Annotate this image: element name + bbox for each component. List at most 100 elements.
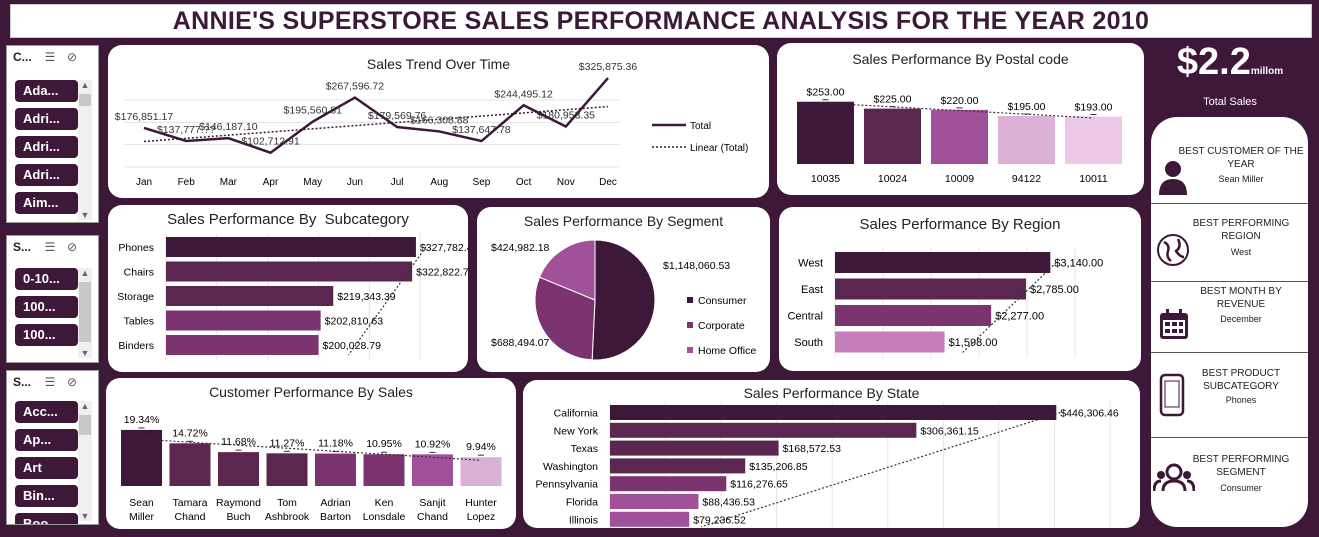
divider xyxy=(1151,203,1308,204)
slicer-item[interactable]: Boo... xyxy=(15,513,78,524)
legend-label: Total xyxy=(690,121,711,132)
legend-swatch xyxy=(687,322,693,328)
scroll-thumb[interactable] xyxy=(79,94,91,106)
bar xyxy=(835,252,1051,273)
data-label: 14.72% xyxy=(172,427,208,439)
legend-label: Corporate xyxy=(698,320,745,332)
y-tick-label: Texas xyxy=(571,443,598,455)
customer-slicer[interactable]: C... ☰ ⊘ Ada... Adri... Adri... Adri... … xyxy=(6,45,99,223)
y-tick-label: Storage xyxy=(117,291,154,303)
total-sales-kpi: $2.2millom Total Sales xyxy=(1150,40,1310,108)
trendline xyxy=(141,438,482,461)
data-label: $225.00 xyxy=(874,94,912,106)
slicer-item[interactable]: Ap... xyxy=(15,429,78,451)
trendline xyxy=(701,411,1061,528)
scroll-down-icon[interactable]: ▼ xyxy=(80,348,90,358)
kpi-unit: millom xyxy=(1250,66,1284,77)
multi-select-icon[interactable]: ☰ xyxy=(44,375,56,389)
data-label: $137,647.78 xyxy=(452,124,511,136)
x-tick-label: Raymond xyxy=(216,497,261,509)
person-icon xyxy=(1159,161,1187,195)
slicer-scrollbar[interactable]: ▲ ▼ xyxy=(78,80,92,220)
group-icon xyxy=(1153,463,1195,492)
bar xyxy=(166,261,413,282)
data-label: $2,277.00 xyxy=(995,311,1044,323)
pie-slice xyxy=(534,276,596,361)
data-label: $135,206.85 xyxy=(749,461,808,473)
slicer-item[interactable]: Adri... xyxy=(15,164,78,186)
multi-select-icon[interactable]: ☰ xyxy=(44,50,56,64)
pie-slice xyxy=(591,239,656,361)
bar xyxy=(1065,116,1122,164)
y-tick-label: California xyxy=(554,408,599,420)
scroll-up-icon[interactable]: ▲ xyxy=(80,80,90,90)
clear-filter-icon[interactable]: ⊘ xyxy=(66,375,78,389)
y-tick-label: South xyxy=(794,337,823,349)
x-tick-label: Ken xyxy=(375,497,394,509)
bar xyxy=(610,458,746,474)
y-tick-label: Washington xyxy=(543,461,598,473)
data-label: $200,028.79 xyxy=(323,340,382,352)
x-tick-label: Feb xyxy=(178,177,196,188)
slicer-item[interactable]: Bin... xyxy=(15,485,78,507)
scroll-thumb[interactable] xyxy=(79,415,91,435)
data-label: $424,982.18 xyxy=(491,242,550,254)
x-tick-label: Jan xyxy=(136,177,152,188)
subcategory-slicer[interactable]: S... ☰ ⊘ Acc... Ap... Art Bin... Boo... … xyxy=(6,370,99,525)
slicer-item[interactable]: 0-10... xyxy=(15,268,78,290)
chart-title: Sales Performance By Subcategory xyxy=(167,211,409,228)
slicer-item[interactable]: Adri... xyxy=(15,108,78,130)
data-label: $116,276.65 xyxy=(730,479,788,491)
x-tick-label: 10035 xyxy=(811,173,840,185)
kpi-value: $2.2 xyxy=(1176,41,1251,83)
slicer-item[interactable]: 100... xyxy=(15,296,78,318)
y-tick-label: Phones xyxy=(118,242,154,254)
scroll-up-icon[interactable]: ▲ xyxy=(80,401,90,411)
slicer-item[interactable]: Ada... xyxy=(15,80,78,102)
legend-swatch xyxy=(687,297,693,303)
scroll-down-icon[interactable]: ▼ xyxy=(80,210,90,220)
dashboard-title: ANNIE'S SUPERSTORE SALES PERFORMANCE ANA… xyxy=(10,4,1312,38)
data-label: $1,148,060.53 xyxy=(663,260,730,272)
bar xyxy=(835,331,945,353)
scroll-up-icon[interactable]: ▲ xyxy=(80,268,90,278)
scroll-down-icon[interactable]: ▼ xyxy=(80,511,90,521)
bar xyxy=(864,108,921,164)
data-label: $306,361.15 xyxy=(920,425,979,437)
data-label: $322,822.73 xyxy=(416,267,468,279)
legend-label: Consumer xyxy=(698,295,747,307)
sales-range-slicer[interactable]: S... ☰ ⊘ 0-10... 100... 100... ▲ ▼ xyxy=(6,235,99,363)
bar xyxy=(797,101,854,164)
calendar-icon xyxy=(1160,309,1188,339)
data-label: $2,785.00 xyxy=(1030,284,1079,296)
bar xyxy=(363,454,405,486)
bar xyxy=(610,476,727,492)
divider xyxy=(1151,281,1308,282)
slicer-scrollbar[interactable]: ▲ ▼ xyxy=(78,268,92,358)
x-tick-label: Apr xyxy=(263,177,279,188)
x-tick-label: Dec xyxy=(599,177,617,188)
sales-trend-card: Sales Trend Over Time Jan Feb Mar Apr May Jun… xyxy=(108,45,769,198)
highlight-value: Consumer xyxy=(1220,483,1262,493)
data-label: 9.94% xyxy=(466,441,496,453)
scroll-thumb[interactable] xyxy=(79,282,91,342)
bar xyxy=(166,237,416,257)
x-tick-label: 10024 xyxy=(878,173,907,185)
pie-slice xyxy=(538,239,596,301)
x-tick-label: Sep xyxy=(473,177,491,188)
slicer-header: S... ☰ ⊘ xyxy=(7,371,98,393)
slicer-item[interactable]: Aim... xyxy=(15,192,78,214)
clear-filter-icon[interactable]: ⊘ xyxy=(66,50,78,64)
sales-trend-chart: Jan Feb Mar Apr May Jun Jul Aug Sep Oct Nov Dec $176… xyxy=(115,61,749,188)
chart-title: Sales Performance By State xyxy=(743,385,920,401)
multi-select-icon[interactable]: ☰ xyxy=(44,240,56,254)
clear-filter-icon[interactable]: ⊘ xyxy=(66,240,78,254)
slicer-item[interactable]: 100... xyxy=(15,324,78,346)
slicer-item[interactable]: Acc... xyxy=(15,401,78,423)
slicer-item[interactable]: Adri... xyxy=(15,136,78,158)
slicer-scrollbar[interactable]: ▲ ▼ xyxy=(78,401,92,521)
x-tick-label: Chand xyxy=(175,511,206,523)
x-tick-label: Lopez xyxy=(467,511,496,523)
highlight-label: BEST PRODUCT SUBCATEGORY xyxy=(1201,368,1281,392)
slicer-item[interactable]: Art xyxy=(15,457,78,479)
